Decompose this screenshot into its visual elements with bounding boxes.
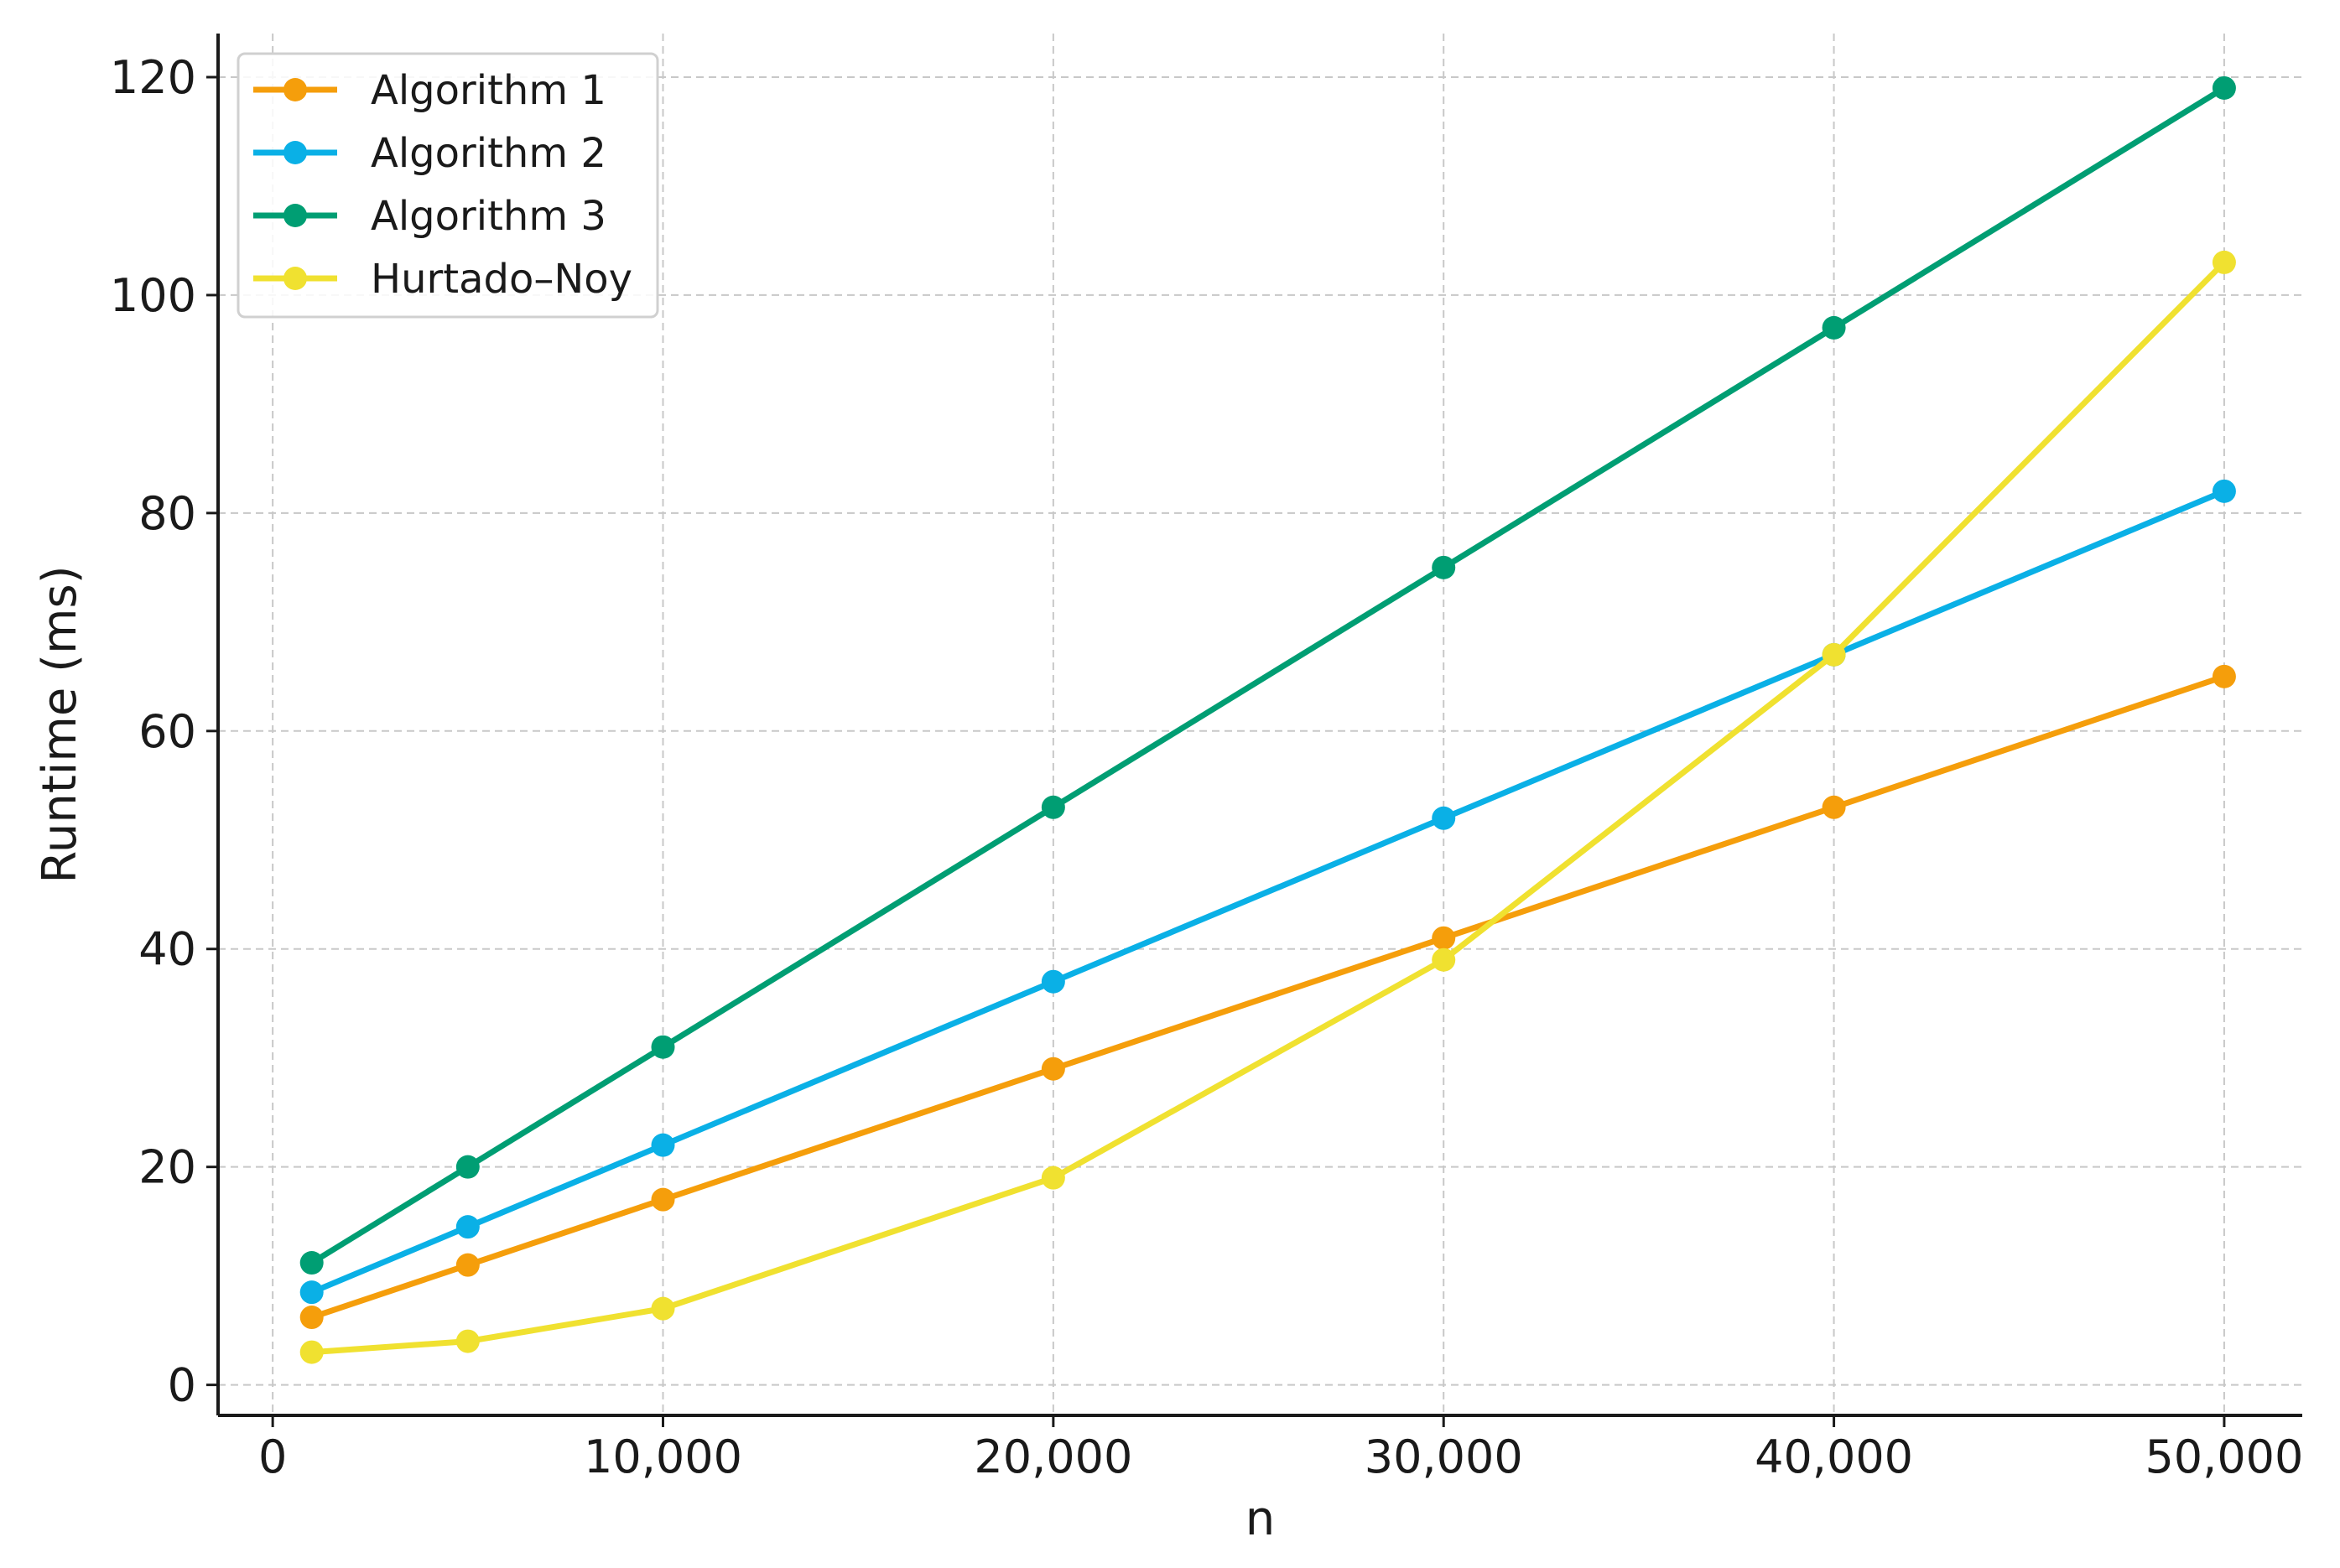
data-point — [2212, 664, 2236, 688]
data-point — [455, 1253, 480, 1277]
data-point — [651, 1187, 675, 1212]
y-tick-label: 20 — [138, 1141, 196, 1194]
axes — [216, 34, 2302, 1417]
y-tick-label: 80 — [138, 487, 196, 540]
legend: Algorithm 1 Algorithm 2 Algorithm 3 Hurtado… — [237, 52, 659, 319]
legend-item: Hurtado–Noy — [253, 256, 632, 303]
data-point — [1432, 948, 1456, 972]
x-tick-label: 40,000 — [1755, 1430, 1913, 1483]
legend-box — [237, 52, 659, 319]
legend-item: Algorithm 3 — [253, 193, 606, 240]
series-line — [309, 259, 2228, 1356]
data-point — [1822, 795, 1846, 819]
data-point — [2212, 250, 2236, 274]
data-point — [651, 1035, 675, 1059]
data-point — [651, 1133, 675, 1157]
legend-swatch-marker — [283, 267, 307, 290]
x-tick-label: 30,000 — [1365, 1430, 1523, 1483]
data-point — [1822, 642, 1846, 667]
y-axis-ticks: 0 20 40 60 80 100 120 — [110, 51, 218, 1412]
legend-label: Algorithm 1 — [371, 67, 606, 114]
legend-label: Hurtado–Noy — [371, 256, 632, 303]
data-point — [2212, 479, 2236, 503]
series-line — [309, 673, 2228, 1321]
data-point — [299, 1340, 324, 1364]
y-tick-label: 100 — [110, 269, 196, 322]
y-tick-label: 120 — [110, 51, 196, 104]
legend-swatch-marker — [283, 141, 307, 164]
data-point — [455, 1155, 480, 1179]
data-point — [1432, 555, 1456, 579]
data-point — [2212, 75, 2236, 100]
x-tick-label: 0 — [258, 1430, 287, 1483]
x-tick-label: 50,000 — [2145, 1430, 2303, 1483]
y-tick-label: 0 — [168, 1359, 196, 1412]
x-tick-label: 20,000 — [974, 1430, 1132, 1483]
y-tick-label: 60 — [138, 705, 196, 758]
gridlines — [218, 34, 2302, 1415]
series-3 — [299, 75, 2236, 1275]
series-2 — [299, 479, 2236, 1305]
legend-swatch-marker — [283, 78, 307, 101]
legend-label: Algorithm 2 — [371, 130, 606, 177]
data-point — [1041, 969, 1065, 994]
data-point — [299, 1306, 324, 1330]
data-point — [1822, 315, 1846, 340]
series-1 — [299, 664, 2236, 1330]
series-lines — [299, 75, 2236, 1364]
data-point — [299, 1280, 324, 1305]
legend-swatch-marker — [283, 204, 307, 227]
legend-item: Algorithm 2 — [253, 130, 606, 177]
series-line — [309, 488, 2228, 1295]
data-point — [1432, 806, 1456, 830]
data-point — [1041, 1057, 1065, 1081]
x-axis-title: n — [1245, 1492, 1276, 1546]
legend-label: Algorithm 3 — [371, 193, 606, 240]
legend-item: Algorithm 1 — [253, 67, 606, 114]
x-axis-ticks: 0 10,000 20,000 30,000 40,000 50,000 — [258, 1415, 2303, 1483]
data-point — [455, 1215, 480, 1239]
data-point — [299, 1251, 324, 1275]
data-point — [651, 1296, 675, 1321]
data-point — [1041, 795, 1065, 819]
data-point — [1432, 926, 1456, 950]
data-point — [455, 1329, 480, 1353]
data-point — [1041, 1166, 1065, 1190]
y-axis-title: Runtime (ms) — [33, 565, 87, 883]
y-tick-label: 40 — [138, 923, 196, 976]
x-tick-label: 10,000 — [584, 1430, 742, 1483]
series-4 — [299, 250, 2236, 1364]
